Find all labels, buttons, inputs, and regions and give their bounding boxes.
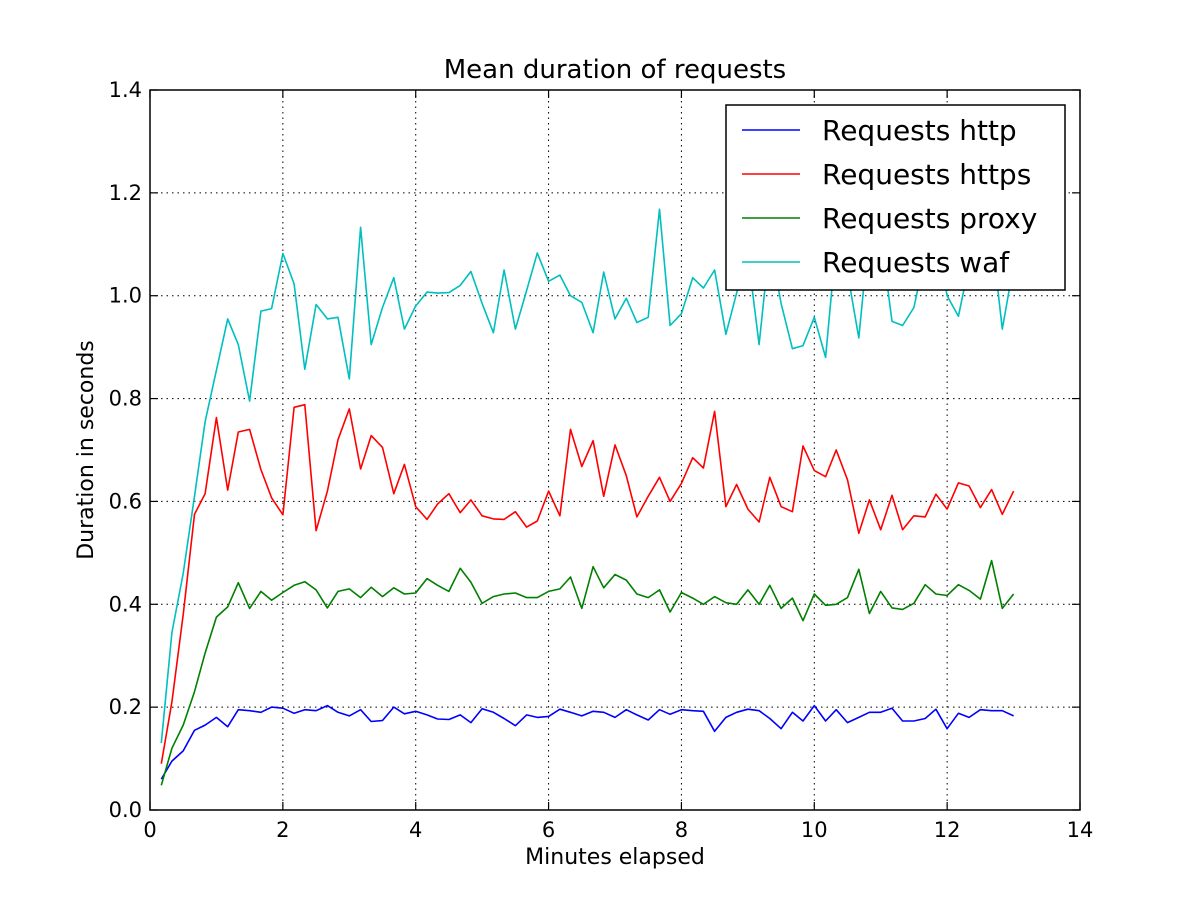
legend-label-requests-proxy: Requests proxy [822, 202, 1037, 235]
axis-ticks [149, 89, 1081, 811]
y-tick-label: 0.2 [109, 695, 142, 719]
legend-label-requests-waf: Requests waf [822, 246, 1010, 279]
x-tick-label: 6 [542, 818, 555, 842]
series-line-requests-http [160, 704, 1014, 780]
x-tick-label: 10 [801, 818, 828, 842]
y-tick-label: 0.6 [109, 489, 142, 513]
y-tick-label: 1.4 [109, 78, 142, 102]
series-line-requests-https [160, 403, 1015, 764]
x-axis-label: Minutes elapsed [525, 845, 705, 870]
series-line-requests-proxy [160, 559, 1015, 786]
legend-label-requests-http: Requests http [822, 114, 1017, 147]
y-tick-label: 0.4 [109, 592, 142, 616]
y-tick-labels: 0.0 0.2 0.4 0.6 0.8 1.0 1.2 1.4 [109, 78, 142, 822]
legend: Requests http Requests https Requests prox… [725, 104, 1066, 291]
y-tick-label: 0.0 [109, 798, 142, 822]
x-tick-label: 0 [143, 818, 156, 842]
chart-title: Mean duration of requests [444, 55, 786, 85]
y-tick-label: 0.8 [109, 387, 142, 411]
grid-lines [150, 90, 1080, 810]
x-tick-labels: 0 2 4 6 8 10 12 14 [143, 818, 1093, 842]
y-tick-label: 1.2 [109, 181, 142, 205]
x-tick-label: 4 [409, 818, 422, 842]
x-tick-label: 2 [276, 818, 289, 842]
x-tick-label: 8 [675, 818, 688, 842]
x-tick-label: 12 [934, 818, 961, 842]
y-axis-label: Duration in seconds [74, 340, 99, 560]
x-tick-label: 14 [1067, 818, 1094, 842]
y-tick-label: 1.0 [109, 284, 142, 308]
legend-label-requests-https: Requests https [822, 158, 1031, 191]
legend-box [725, 104, 1066, 291]
plot-frame [149, 89, 1081, 811]
